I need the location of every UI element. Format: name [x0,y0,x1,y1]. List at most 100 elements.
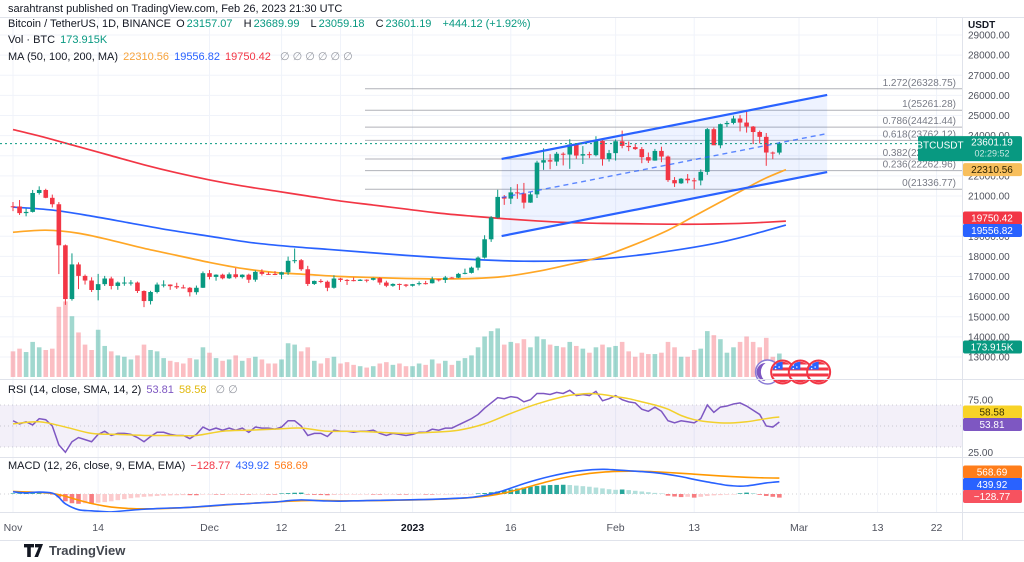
price-axis-tick: 22000.00 [968,171,1010,182]
macd-axis-label-text: 439.92 [977,480,1008,491]
volume-value: 173.915K [60,34,108,46]
price-axis-tick: 21000.00 [968,192,1010,203]
high-value: 23689.99 [253,18,300,30]
low-label: L [310,18,317,30]
symbol-legend-row[interactable]: Bitcoin / TetherUS, 1D, BINANCE O 23157.0… [8,18,533,30]
macd-signal-value: 568.69 [274,460,308,472]
price-axis-tick: 18000.00 [968,252,1010,263]
ma100-price-label [963,224,1022,237]
rsi-sma-value: 58.58 [178,384,207,396]
price-axis-tick: 25000.00 [968,111,1010,122]
macd-label: MACD (12, 26, close, 9, EMA, EMA) [8,460,186,472]
ma200-price-label [963,211,1022,225]
rsi-label: RSI (14, close, SMA, 14, 2) [8,384,142,396]
ma-label: MA (50, 100, 200, MA) [8,51,119,63]
ma-legend-row[interactable]: MA (50, 100, 200, MA) 22310.56 19556.82 … [8,50,355,63]
time-axis-tick[interactable]: Dec [200,522,219,534]
rsi-indicator [12,389,780,454]
ma50-price-label [963,163,1022,177]
price-axis-tick: 26000.00 [968,91,1010,102]
tradingview-logo-text: TradingView [49,543,126,558]
low-value: 23059.18 [318,18,365,30]
close-value: 23601.19 [385,18,432,30]
time-axis[interactable]: Nov 14 Dec 12 21 2023 16 Feb 13 Mar 13 22 [4,522,943,534]
ma100-price-label-text: 19556.82 [971,226,1013,237]
ma-empty-slots: ∅ ∅ ∅ ∅ ∅ ∅ [279,51,353,63]
time-axis-tick[interactable]: 13 [688,522,700,534]
price-axis-tick: 29000.00 [968,31,1010,42]
time-axis-tick[interactable]: 13 [872,522,884,534]
rsi-sma-axis-label-text: 58.58 [979,408,1004,419]
open-value: 23157.07 [186,18,233,30]
macd-legend-row[interactable]: MACD (12, 26, close, 9, EMA, EMA) −128.7… [8,460,310,472]
time-axis-tick[interactable]: 16 [505,522,517,534]
last-price-value: 23601.19 [971,138,1013,149]
price-axis-tick: 13000.00 [968,353,1010,364]
fib-label: 0(21336.77) [902,178,956,189]
ma50-price-label-text: 22310.56 [971,165,1013,176]
price-axis-tick: 28000.00 [968,51,1010,62]
rsi-value: 53.81 [146,384,174,396]
rsi-axis-label-text: 53.81 [979,420,1004,431]
macd-hist-axis-label-text: −128.77 [974,492,1011,503]
rsi-axis-tick: 25.00 [968,448,993,459]
macd-indicator [10,468,782,513]
fib-label: 1(25261.28) [902,99,956,110]
us-flag-emoji-sticker[interactable] [806,359,832,385]
time-axis-tick[interactable]: Mar [790,522,809,534]
macd-axis-label [963,478,1022,491]
fib-label: 0.236(22262.96) [883,160,956,171]
ma100-value: 19556.82 [174,51,220,63]
close-label: C [375,18,384,30]
time-axis-tick[interactable]: 21 [335,522,347,534]
time-axis-tick[interactable]: 14 [92,522,104,534]
rsi-empty-slots: ∅ ∅ [215,384,238,396]
fib-label: 0.786(24421.44) [883,116,956,127]
high-label: H [243,18,252,30]
fib-label: 0.618(23762.12) [883,129,956,140]
time-axis-tick[interactable]: 2023 [401,522,425,534]
macd-signal-axis-label [963,465,1022,479]
price-axis-tick: 27000.00 [968,71,1010,82]
parallel-channel[interactable] [501,93,828,238]
fib-label: 1.272(26328.75) [883,78,956,89]
moving-averages [12,128,787,280]
pane-separators[interactable] [0,17,1024,541]
ma200-value: 19750.42 [225,51,271,63]
time-axis-tick[interactable]: Feb [607,522,625,534]
volume-series [10,301,782,377]
rsi-legend-row[interactable]: RSI (14, close, SMA, 14, 2) 53.81 58.58 … [8,383,240,396]
volume-legend-row[interactable]: Vol · BTC 173.915K [8,34,109,46]
rsi-sma-axis-label [963,405,1022,419]
time-axis-tick[interactable]: Nov [4,522,23,534]
volume-label: Vol · BTC [8,34,56,46]
macd-signal-axis-label-text: 568.69 [977,468,1008,479]
price-axis-tick: 16000.00 [968,292,1010,303]
tradingview-logo[interactable]: TradingView [24,543,125,558]
tradingview-logo-icon [24,544,43,557]
price-axis-tick: 19000.00 [968,232,1010,243]
price-axis-tick: 14000.00 [968,332,1010,343]
volume-axis-label-text: 173.915K [971,343,1014,354]
last-price-countdown: 02:29:52 [974,149,1009,159]
macd-value: 439.92 [235,460,270,472]
open-label: O [176,18,185,30]
change-value: +444.12 (+1.92%) [442,18,531,30]
time-axis-tick[interactable]: 12 [276,522,288,534]
macd-hist-axis-label [963,490,1022,503]
last-price-symbol: BTCUSDT [916,141,963,152]
publish-disclaimer: sarahtranst published on TradingView.com… [8,3,343,15]
candlestick-series [10,110,782,308]
rsi-band [0,404,962,495]
ma50-value: 22310.56 [123,51,170,63]
emoji-stickers[interactable] [754,359,832,385]
ma200-price-label-text: 19750.42 [971,214,1013,225]
price-axis-tick: 17000.00 [968,272,1010,283]
price-axis-tick: 15000.00 [968,312,1010,323]
time-axis-tick[interactable]: 22 [931,522,943,534]
price-axis-currency: USDT [968,20,995,31]
